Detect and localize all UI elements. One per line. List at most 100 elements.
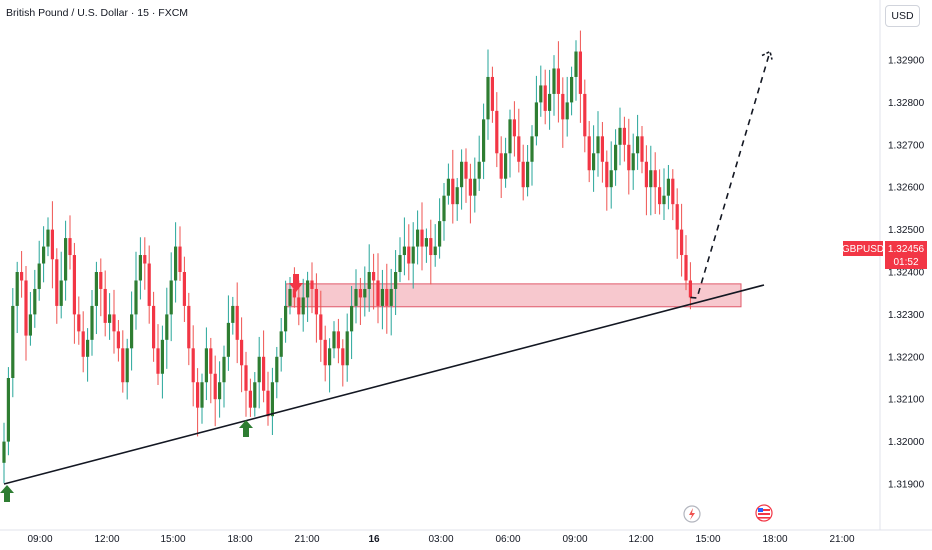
candle-body [394, 272, 398, 289]
candle [125, 338, 129, 400]
candle-body [328, 348, 332, 366]
candle-body [178, 246, 182, 272]
chart-title: British Pound / U.S. Dollar · 15 · FXCM [6, 7, 189, 19]
candle [64, 220, 68, 301]
candle-body [125, 348, 129, 383]
candle [20, 251, 24, 298]
candle-body [33, 288, 37, 315]
candle [24, 265, 28, 361]
candle-body [279, 331, 283, 357]
candle-body [600, 136, 604, 162]
us-flag-icon[interactable] [755, 504, 773, 522]
candle [147, 245, 151, 324]
currency-button[interactable]: USD [885, 5, 920, 27]
candle [460, 149, 464, 210]
candle [86, 328, 90, 382]
candle [517, 108, 521, 173]
time-axis[interactable]: 09:00 12:00 15:00 18:00 21:00 16 03:00 06:00 09:… [0, 529, 932, 545]
candle [451, 149, 455, 224]
candle-body [20, 272, 24, 281]
candle-body [592, 153, 596, 171]
candle [512, 101, 516, 157]
candle-body [336, 331, 340, 349]
candle-body [543, 85, 547, 111]
candle-body [631, 153, 635, 171]
candle-body [174, 246, 178, 281]
lightning-icon[interactable] [683, 505, 701, 523]
price-axis[interactable]: 1.32900 1.32800 1.32700 1.32600 1.32500 1.324… [879, 0, 925, 530]
candle-body [556, 68, 560, 94]
candle-body [636, 136, 640, 154]
candle [55, 248, 59, 324]
candle-body [565, 102, 569, 120]
candle-body [121, 348, 125, 383]
candle-body [358, 288, 362, 298]
candle [28, 291, 32, 346]
candle-body [288, 288, 292, 306]
candle [526, 145, 530, 197]
candle [204, 327, 208, 401]
candle-body [24, 280, 28, 336]
candle [336, 318, 340, 364]
candle-body [380, 288, 384, 306]
candle-body [517, 136, 521, 162]
candle-body [306, 280, 310, 298]
candle [442, 182, 446, 241]
candle-body [609, 170, 613, 188]
candle [675, 188, 679, 259]
candle-body [583, 93, 587, 137]
time-tick-label: 09:00 [27, 534, 52, 545]
candle [152, 291, 156, 362]
candle [248, 378, 252, 417]
candle-body [627, 144, 631, 171]
candle [59, 251, 63, 319]
candle [262, 330, 266, 403]
candle-body [473, 178, 477, 196]
candle-body [429, 238, 433, 256]
candle-body [385, 288, 389, 306]
time-tick-label: 15:00 [695, 534, 720, 545]
candle [160, 325, 164, 399]
candle-body [455, 187, 459, 205]
supply-demand-zone[interactable] [285, 283, 742, 308]
candle-body [108, 314, 112, 323]
candle-body [398, 255, 402, 272]
candle-body [2, 441, 6, 463]
candle [174, 222, 178, 303]
candle [631, 133, 635, 190]
price-tick-label: 1.32900 [888, 56, 925, 67]
candle-body [653, 170, 657, 188]
candle-body [420, 229, 424, 247]
candle [50, 201, 54, 289]
trendline[interactable] [3, 284, 765, 485]
candle-body [6, 378, 10, 442]
price-tick-label: 1.31900 [888, 480, 925, 491]
time-tick-label: 09:00 [562, 534, 587, 545]
candle-body [402, 246, 406, 256]
candle-body [81, 331, 85, 357]
price-tick-label: 1.32500 [888, 225, 925, 236]
event-icons[interactable] [683, 504, 773, 523]
candle [143, 237, 147, 290]
price-label-box [885, 241, 927, 269]
candle [653, 152, 657, 214]
candle-body [196, 382, 200, 408]
candle [218, 361, 222, 418]
candle [279, 317, 283, 372]
candle-body [539, 85, 543, 103]
candle [433, 224, 437, 267]
candle [385, 263, 389, 334]
candle [130, 291, 134, 371]
candle-body [688, 280, 692, 298]
symbol-label-box [843, 241, 883, 256]
projection-path[interactable] [690, 51, 771, 299]
candle [319, 290, 323, 362]
candle [116, 319, 120, 362]
candle [578, 30, 582, 123]
candle [548, 69, 552, 130]
candle [680, 203, 684, 277]
candle [468, 163, 472, 224]
candle-body [389, 288, 393, 306]
candle-body [112, 314, 116, 332]
